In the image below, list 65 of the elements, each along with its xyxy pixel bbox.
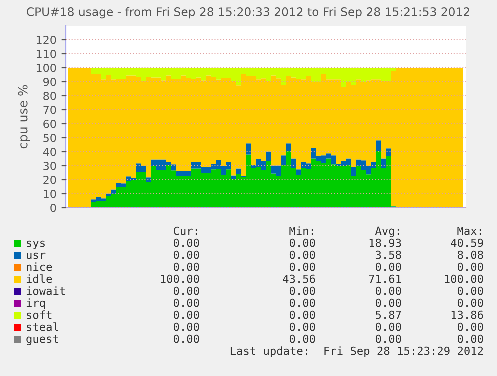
- text: 0.00: [174, 250, 200, 260]
- text: 0.00: [174, 262, 200, 272]
- legend-label: irq: [26, 298, 46, 310]
- text: 18.93: [370, 238, 402, 248]
- text: 43.56: [283, 274, 316, 284]
- text: Cur:: [174, 226, 198, 236]
- text: 100.00: [445, 274, 484, 284]
- text: 0.00: [290, 286, 316, 296]
- text: 71.61: [369, 274, 402, 284]
- text: 0.00: [174, 286, 200, 296]
- text: 40.59: [451, 238, 484, 248]
- y-tick-label: 110: [36, 50, 56, 58]
- text: 0.00: [458, 298, 484, 308]
- y-axis-title: cpu use %: [18, 85, 30, 149]
- text: Avg:: [375, 226, 400, 238]
- y-tick-label: 60: [44, 120, 56, 128]
- text: 0.00: [290, 250, 316, 260]
- text: 0.00: [458, 262, 484, 272]
- text: 0.00: [174, 322, 200, 332]
- y-tick-label: 30: [44, 162, 56, 170]
- legend-label: guest: [26, 335, 58, 346]
- y-tick-label: 120: [36, 36, 56, 44]
- legend-label: usr: [27, 252, 46, 260]
- y-tick-label: 70: [44, 106, 56, 114]
- text: 5.87: [376, 310, 402, 320]
- text: 0.00: [290, 262, 316, 272]
- text: 0.00: [458, 322, 484, 332]
- legend-label: nice: [27, 262, 52, 272]
- y-tick-label: 20: [44, 176, 56, 184]
- text: 0.00: [174, 298, 200, 308]
- text: 100.00: [161, 274, 200, 284]
- text: 0.00: [174, 334, 200, 344]
- text: 0.00: [174, 310, 200, 320]
- text: 0.00: [458, 286, 484, 296]
- text: 0.00: [376, 334, 402, 344]
- text: 0.00: [376, 298, 402, 308]
- text: 0.00: [290, 334, 316, 344]
- text: 0.00: [290, 238, 316, 248]
- text: Min:: [290, 226, 314, 236]
- y-tick-label: 40: [43, 148, 56, 156]
- legend-label: sys: [27, 240, 45, 250]
- y-tick-label: 50: [44, 134, 56, 142]
- y-tick-label: 10: [44, 190, 56, 198]
- legend-label: iowait: [26, 286, 66, 296]
- text: 0.00: [458, 334, 484, 344]
- y-tick-label: 100: [36, 64, 56, 72]
- text: 0.00: [290, 310, 316, 320]
- text: 0.00: [290, 322, 316, 332]
- legend-label: steal: [27, 322, 58, 332]
- text: 0.00: [376, 286, 402, 296]
- legend-label: idle: [26, 274, 52, 284]
- y-tick-label: 80: [44, 92, 56, 100]
- text: 13.86: [452, 310, 484, 320]
- text: 0.00: [290, 298, 316, 308]
- text: Max:: [458, 226, 482, 236]
- y-tick-label: 90: [44, 78, 56, 86]
- chart-title: CPU#18 usage - from Fri Sep 28 15:20:33 2012 to Fri Sep 28 15:21:53 2012: [27, 7, 470, 19]
- text: Last update: Fri Sep 28 15:23:29 2012: [230, 346, 484, 358]
- text: 8.08: [458, 250, 484, 260]
- text: 0.00: [174, 238, 200, 248]
- text: 0.00: [376, 322, 402, 332]
- text: 0.00: [376, 262, 402, 272]
- y-tick-label: 0: [50, 204, 56, 212]
- legend-label: soft: [27, 310, 52, 320]
- text: 3.58: [376, 250, 402, 260]
